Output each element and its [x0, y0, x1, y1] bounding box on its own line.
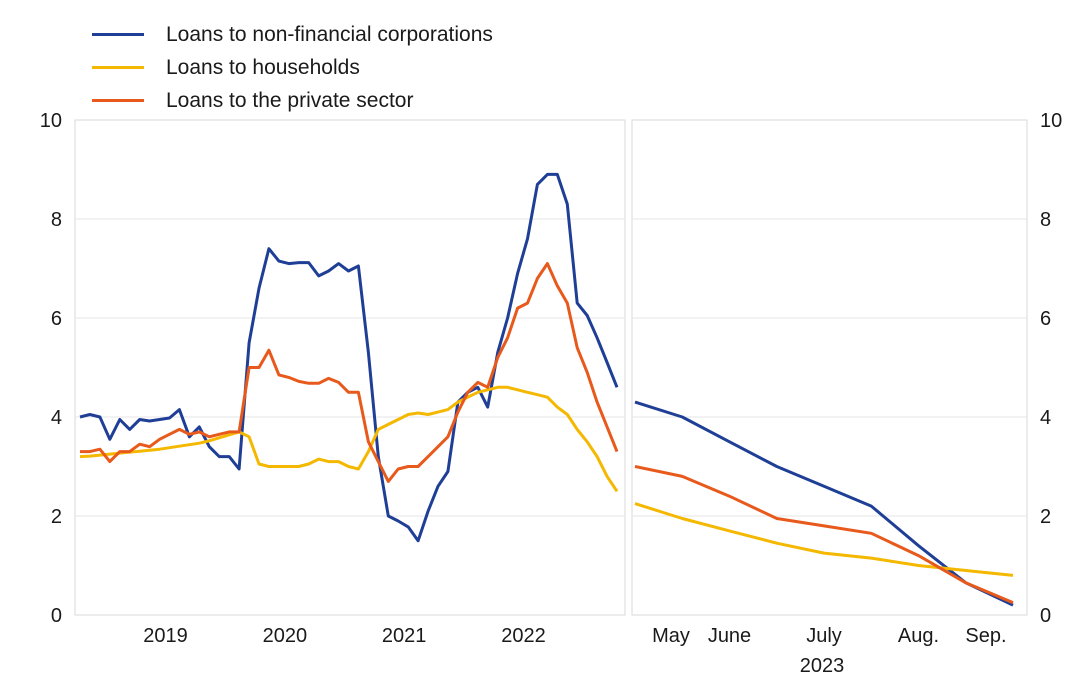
left-y-tick-label: 10 [40, 110, 62, 132]
right-x-tick-label: June [708, 625, 751, 647]
legend-label-households: Loans to households [166, 55, 360, 79]
left-series-line-2 [79, 385, 619, 493]
legend-swatch-households [92, 66, 144, 69]
left-y-tick-label: 0 [51, 605, 62, 627]
left-y-tick-label: 6 [51, 308, 62, 330]
right-series-line-1 [634, 400, 1014, 607]
legend-item-private-sector: Loans to the private sector [92, 84, 493, 117]
legend-item-nfc: Loans to non-financial corporations [92, 18, 493, 51]
left-y-tick-label: 2 [51, 506, 62, 528]
right-y-tick-label: 10 [1040, 110, 1062, 132]
left-x-tick-label: 2022 [501, 625, 546, 647]
right-x-tick-label: July [806, 625, 842, 647]
legend: Loans to non-financial corporations Loan… [92, 18, 493, 117]
legend-swatch-nfc [92, 33, 144, 36]
left-x-tick-label: 2019 [143, 625, 188, 647]
right-x-tick-label: Sep. [965, 625, 1006, 647]
left-series-line-3 [80, 262, 619, 483]
right-panel-frame [631, 119, 1028, 616]
right-x-tick-label: Aug. [898, 625, 939, 647]
left-panel-frame [74, 119, 626, 616]
left-x-tick-label: 2020 [263, 625, 308, 647]
right-y-tick-label: 0 [1040, 605, 1051, 627]
legend-label-private-sector: Loans to the private sector [166, 88, 414, 112]
left-x-tick-label: 2021 [382, 625, 427, 647]
right-y-tick-label: 6 [1040, 308, 1051, 330]
left-y-tick-label: 4 [51, 407, 62, 429]
legend-item-households: Loans to households [92, 51, 493, 84]
right-y-tick-label: 2 [1040, 506, 1051, 528]
right-y-tick-label: 8 [1040, 209, 1051, 231]
left-series-line-1 [79, 172, 619, 543]
right-series-line-2 [634, 502, 1014, 577]
right-x-axis-year-label: 2023 [800, 655, 845, 677]
right-series-line-3 [634, 465, 1014, 604]
legend-label-nfc: Loans to non-financial corporations [166, 22, 493, 46]
legend-swatch-private-sector [92, 99, 144, 102]
right-y-tick-label: 4 [1040, 407, 1051, 429]
right-x-tick-label: May [652, 625, 690, 647]
left-y-tick-label: 8 [51, 209, 62, 231]
